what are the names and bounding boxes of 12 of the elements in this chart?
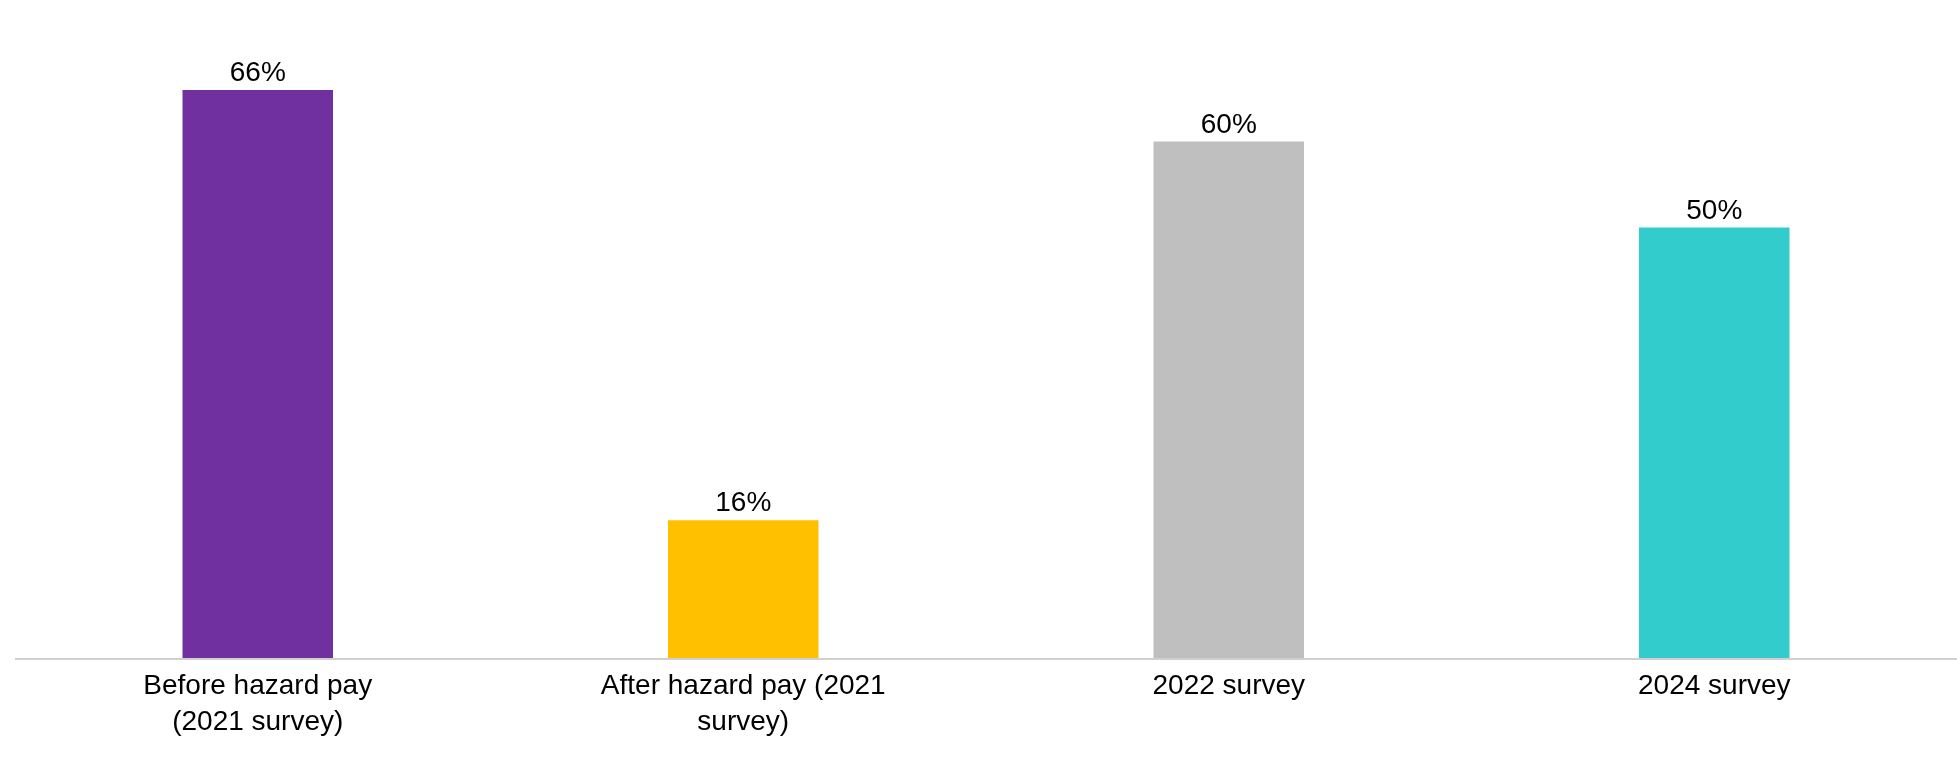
data-label: 16% (715, 486, 772, 518)
x-tick-label: Before hazard pay (2021 survey) (143, 668, 373, 736)
data-label: 60% (1200, 107, 1257, 139)
x-tick-label: 2022 survey (1152, 668, 1306, 700)
bar (1153, 141, 1304, 658)
data-label: 66% (229, 55, 286, 87)
bar (1639, 227, 1790, 658)
bar (182, 89, 333, 658)
data-label: 50% (1686, 193, 1743, 225)
x-tick-label: 2024 survey (1637, 668, 1791, 700)
bar (668, 520, 819, 658)
x-tick-label: After hazard pay (2021 survey) (600, 668, 886, 736)
